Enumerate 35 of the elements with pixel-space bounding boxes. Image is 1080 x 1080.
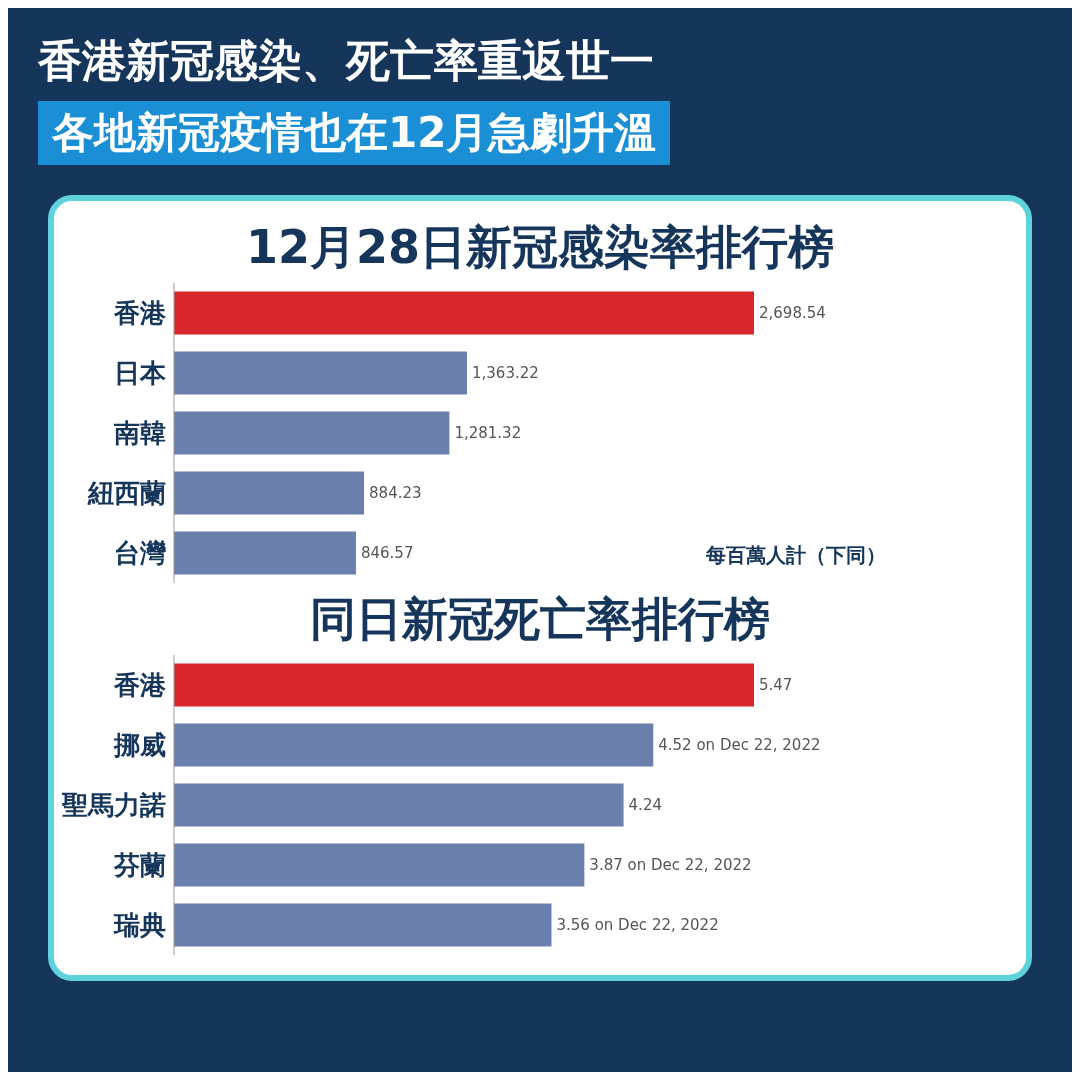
text: 各地新冠疫情也在12月急劇升溫 — [38, 101, 671, 165]
data-label: 846.57 — [360, 544, 414, 563]
bar — [174, 663, 754, 707]
y-tick-label: 瑞典 — [113, 910, 166, 941]
y-tick-label: 聖馬力諾 — [61, 790, 166, 821]
bar — [174, 471, 365, 515]
y-tick-label: 紐西蘭 — [87, 478, 166, 509]
bar — [174, 723, 654, 767]
y-tick-label: 香港 — [113, 670, 167, 701]
y-tick-label: 芬蘭 — [113, 850, 166, 881]
annotation: 每百萬人計（下同） — [706, 542, 886, 569]
data-label: 4.52 on Dec 22, 2022 — [658, 736, 821, 755]
bar — [174, 783, 624, 827]
data-label: 3.56 on Dec 22, 2022 — [556, 916, 719, 935]
data-label: 1,363.22 — [472, 364, 539, 383]
chart-title: 同日新冠死亡率排行榜 — [309, 591, 771, 648]
bar — [174, 531, 356, 575]
data-label: 884.23 — [369, 484, 422, 503]
data-label: 2,698.54 — [759, 304, 826, 323]
bar — [174, 843, 585, 887]
text: 香港新冠感染、死亡率重返世一 — [38, 34, 655, 88]
data-label: 1,281.32 — [454, 424, 522, 443]
y-tick-label: 台灣 — [114, 538, 167, 569]
bar — [174, 351, 467, 395]
y-tick-label: 香港 — [113, 298, 167, 329]
bar — [174, 411, 450, 455]
chart-title: 12月28日新冠感染率排行榜 — [245, 219, 835, 276]
y-tick-label: 南韓 — [113, 418, 166, 449]
y-tick-label: 日本 — [114, 358, 167, 389]
y-tick-label: 挪威 — [113, 730, 166, 761]
data-label: 5.47 — [759, 676, 793, 695]
data-label: 4.24 — [628, 796, 662, 815]
data-label: 3.87 on Dec 22, 2022 — [589, 856, 752, 875]
bar — [174, 903, 552, 947]
bar — [174, 291, 754, 335]
